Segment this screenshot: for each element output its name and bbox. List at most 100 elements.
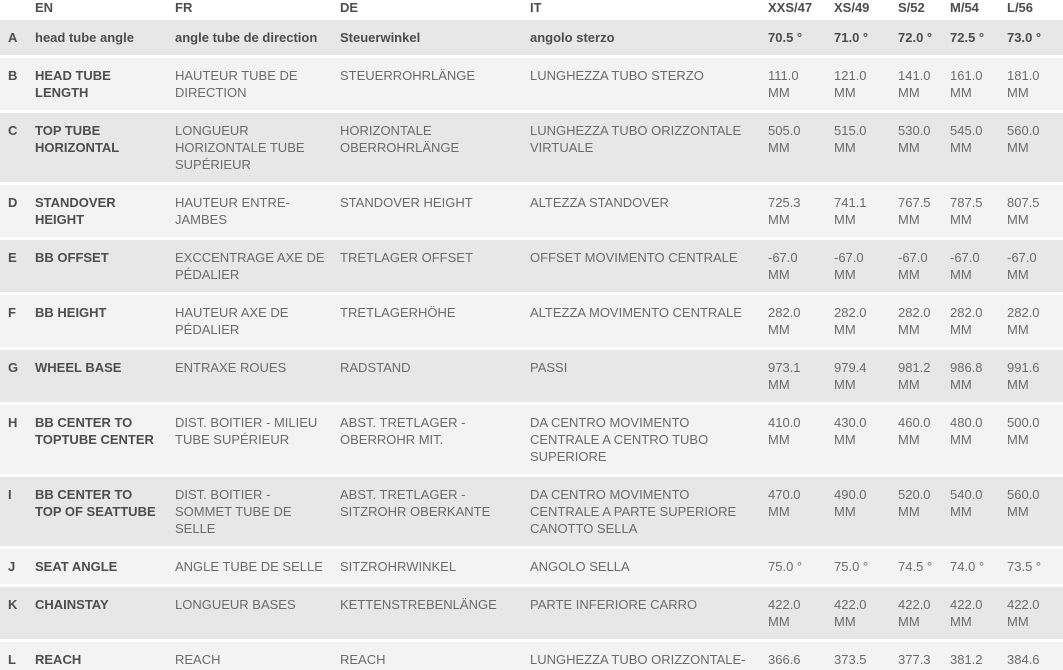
cell-it: ALTEZZA STANDOVER xyxy=(530,185,768,240)
cell-it: LUNGHEZZA TUBO STERZO xyxy=(530,58,768,113)
cell-size-value-1: 430.0 MM xyxy=(834,405,898,477)
cell-size-value-2: 74.5 ° xyxy=(898,549,950,587)
cell-fr: LONGUEUR HORIZONTALE TUBE SUPÉRIEUR xyxy=(175,113,340,185)
cell-size-value-1: 373.5 MM xyxy=(834,642,898,670)
cell-en: head tube angle xyxy=(35,20,175,58)
cell-de: ABST. TRETLAGER - SITZROHR OBERKANTE xyxy=(340,477,530,549)
cell-de: TRETLAGERHÖHE xyxy=(340,295,530,350)
cell-it: LUNGHEZZA TUBO ORIZZONTALE VIRTUALE xyxy=(530,113,768,185)
table-row-I: I BB CENTER TO TOP OF SEATTUBE DIST. BOITI… xyxy=(0,477,1063,549)
cell-de: REACH xyxy=(340,642,530,670)
cell-size-value-0: 75.0 ° xyxy=(768,549,834,587)
column-header-size-xs49: XS/49 xyxy=(834,0,898,20)
cell-size-value-0: 422.0 MM xyxy=(768,587,834,642)
cell-fr: LONGUEUR BASES xyxy=(175,587,340,642)
cell-fr: HAUTEUR TUBE DE DIRECTION xyxy=(175,58,340,113)
cell-size-value-2: 72.0 ° xyxy=(898,20,950,58)
cell-size-value-4: 500.0 MM xyxy=(1007,405,1063,477)
row-letter: H xyxy=(0,405,35,477)
cell-en: REACH xyxy=(35,642,175,670)
row-letter: B xyxy=(0,58,35,113)
cell-de: RADSTAND xyxy=(340,350,530,405)
table-row-F: F BB HEIGHT HAUTEUR AXE DE PÉDALIER TRETLAG… xyxy=(0,295,1063,350)
cell-size-value-0: 282.0 MM xyxy=(768,295,834,350)
row-letter: G xyxy=(0,350,35,405)
table-row-E: E BB OFFSET EXCCENTRAGE AXE DE PÉDALIER TRE… xyxy=(0,240,1063,295)
cell-size-value-2: -67.0 MM xyxy=(898,240,950,295)
cell-size-value-1: 515.0 MM xyxy=(834,113,898,185)
cell-size-value-4: 384.6 MM xyxy=(1007,642,1063,670)
cell-size-value-1: 741.1 MM xyxy=(834,185,898,240)
cell-de: Steuerwinkel xyxy=(340,20,530,58)
cell-size-value-1: 490.0 MM xyxy=(834,477,898,549)
table-row-K: K CHAINSTAY LONGUEUR BASES KETTENSTREBENLÄN… xyxy=(0,587,1063,642)
row-letter: A xyxy=(0,20,35,58)
cell-size-value-0: 973.1 MM xyxy=(768,350,834,405)
cell-fr: HAUTEUR ENTRE-JAMBES xyxy=(175,185,340,240)
column-header-size-s52: S/52 xyxy=(898,0,950,20)
cell-size-value-4: 807.5 MM xyxy=(1007,185,1063,240)
cell-size-value-4: 73.0 ° xyxy=(1007,20,1063,58)
cell-size-value-3: 381.2 MM xyxy=(950,642,1007,670)
cell-size-value-3: -67.0 MM xyxy=(950,240,1007,295)
cell-en: SEAT ANGLE xyxy=(35,549,175,587)
table-row-J: J SEAT ANGLE ANGLE TUBE DE SELLE SITZROHRWI… xyxy=(0,549,1063,587)
cell-size-value-0: 505.0 MM xyxy=(768,113,834,185)
cell-size-value-3: 545.0 MM xyxy=(950,113,1007,185)
cell-it: angolo sterzo xyxy=(530,20,768,58)
cell-size-value-2: 141.0 MM xyxy=(898,58,950,113)
cell-size-value-4: 181.0 MM xyxy=(1007,58,1063,113)
cell-size-value-1: 75.0 ° xyxy=(834,549,898,587)
cell-size-value-3: 74.0 ° xyxy=(950,549,1007,587)
cell-fr: HAUTEUR AXE DE PÉDALIER xyxy=(175,295,340,350)
cell-size-value-4: 73.5 ° xyxy=(1007,549,1063,587)
cell-en: HEAD TUBE LENGTH xyxy=(35,58,175,113)
cell-size-value-2: 767.5 MM xyxy=(898,185,950,240)
column-header-letter xyxy=(0,0,35,20)
table-row-L: L REACH REACH REACH LUNGHEZZA TUBO ORIZZONTA… xyxy=(0,642,1063,670)
cell-size-value-2: 377.3 MM xyxy=(898,642,950,670)
cell-fr: ANGLE TUBE DE SELLE xyxy=(175,549,340,587)
cell-en: BB OFFSET xyxy=(35,240,175,295)
table-row-D: D STANDOVER HEIGHT HAUTEUR ENTRE-JAMBES STA… xyxy=(0,185,1063,240)
cell-size-value-2: 282.0 MM xyxy=(898,295,950,350)
cell-size-value-4: 560.0 MM xyxy=(1007,113,1063,185)
cell-size-value-4: 991.6 MM xyxy=(1007,350,1063,405)
cell-size-value-0: 70.5 ° xyxy=(768,20,834,58)
cell-en: BB CENTER TO TOPTUBE CENTER xyxy=(35,405,175,477)
cell-de: ABST. TRETLAGER - OBERROHR MIT. xyxy=(340,405,530,477)
cell-size-value-0: 366.6 MM xyxy=(768,642,834,670)
row-letter: J xyxy=(0,549,35,587)
table-row-B: B HEAD TUBE LENGTH HAUTEUR TUBE DE DIRECTI… xyxy=(0,58,1063,113)
cell-fr: REACH xyxy=(175,642,340,670)
cell-fr: EXCCENTRAGE AXE DE PÉDALIER xyxy=(175,240,340,295)
column-header-it: IT xyxy=(530,0,768,20)
cell-size-value-0: 410.0 MM xyxy=(768,405,834,477)
row-letter: F xyxy=(0,295,35,350)
cell-it: LUNGHEZZA TUBO ORIZZONTALE-PIANTONE DRIT… xyxy=(530,642,768,670)
cell-size-value-3: 986.8 MM xyxy=(950,350,1007,405)
column-header-size-xxs47: XXS/47 xyxy=(768,0,834,20)
cell-size-value-2: 460.0 MM xyxy=(898,405,950,477)
cell-size-value-2: 520.0 MM xyxy=(898,477,950,549)
column-header-size-l56: L/56 xyxy=(1007,0,1063,20)
cell-size-value-1: 422.0 MM xyxy=(834,587,898,642)
cell-size-value-2: 981.2 MM xyxy=(898,350,950,405)
cell-size-value-4: 560.0 MM xyxy=(1007,477,1063,549)
cell-size-value-1: -67.0 MM xyxy=(834,240,898,295)
cell-de: STEUERROHRLÄNGE xyxy=(340,58,530,113)
cell-size-value-0: 725.3 MM xyxy=(768,185,834,240)
cell-size-value-3: 480.0 MM xyxy=(950,405,1007,477)
cell-fr: DIST. BOITIER - MILIEU TUBE SUPÉRIEUR xyxy=(175,405,340,477)
cell-de: STANDOVER HEIGHT xyxy=(340,185,530,240)
row-letter: K xyxy=(0,587,35,642)
cell-it: OFFSET MOVIMENTO CENTRALE xyxy=(530,240,768,295)
cell-fr: DIST. BOITIER - SOMMET TUBE DE SELLE xyxy=(175,477,340,549)
cell-size-value-3: 72.5 ° xyxy=(950,20,1007,58)
cell-it: PARTE INFERIORE CARRO xyxy=(530,587,768,642)
cell-size-value-3: 787.5 MM xyxy=(950,185,1007,240)
table-row-C: C TOP TUBE HORIZONTAL LONGUEUR HORIZONTALE… xyxy=(0,113,1063,185)
cell-size-value-1: 979.4 MM xyxy=(834,350,898,405)
